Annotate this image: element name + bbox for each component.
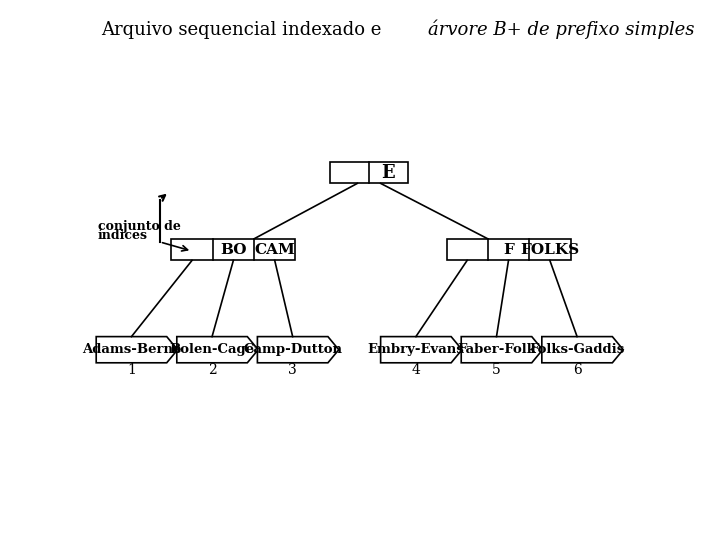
Text: FOLKS: FOLKS (521, 242, 580, 256)
Text: BO: BO (220, 242, 247, 256)
Text: E: E (382, 164, 395, 181)
Text: 1: 1 (127, 363, 136, 377)
Text: conjunto de: conjunto de (98, 220, 181, 233)
Text: 2: 2 (207, 363, 217, 377)
Bar (171, 239, 295, 260)
Text: Faber-Folk: Faber-Folk (457, 343, 536, 356)
Text: índices: índices (98, 230, 148, 242)
Text: 3: 3 (288, 363, 297, 377)
Text: 5: 5 (492, 363, 501, 377)
Bar (446, 239, 570, 260)
Text: Embry-Evans: Embry-Evans (367, 343, 464, 356)
Polygon shape (462, 336, 543, 363)
Polygon shape (542, 336, 624, 363)
Polygon shape (381, 336, 462, 363)
Text: CAM: CAM (254, 242, 295, 256)
Text: Arquivo sequencial indexado e: Arquivo sequencial indexado e (101, 21, 387, 39)
Text: 6: 6 (572, 363, 582, 377)
Text: árvore B+ de prefixo simples: árvore B+ de prefixo simples (428, 20, 695, 39)
Text: F: F (503, 242, 514, 256)
Text: Folks-Gaddis: Folks-Gaddis (529, 343, 625, 356)
Text: 4: 4 (411, 363, 420, 377)
Polygon shape (177, 336, 258, 363)
Polygon shape (258, 336, 339, 363)
Text: Adams-Berne: Adams-Berne (82, 343, 181, 356)
Polygon shape (96, 336, 178, 363)
Text: Camp-Dutton: Camp-Dutton (243, 343, 342, 356)
Bar (330, 162, 408, 184)
Text: Bolen-Cage: Bolen-Cage (170, 343, 255, 356)
